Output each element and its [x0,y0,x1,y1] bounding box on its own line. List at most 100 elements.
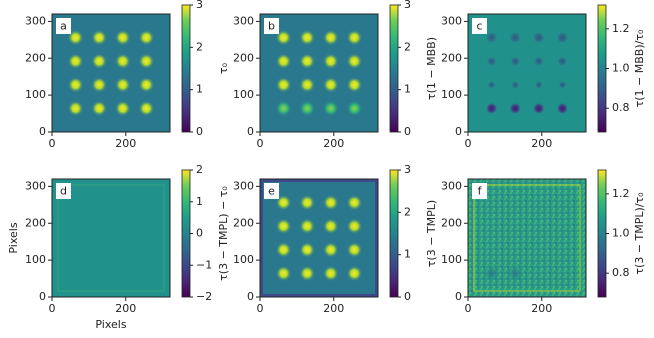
spot [509,102,522,115]
spot [485,102,498,115]
spot [322,265,339,282]
spot [299,218,316,235]
x-tick-label: 0 [49,137,56,150]
spot [483,265,500,282]
y-tick-label: 200 [441,51,462,64]
panel: f 0 200 0 100 200 300 0.8 1.0 1.2 τ(3 − TMPL)/τ₀ [441,169,646,315]
colorbar-tick-label: 1.0 [612,62,630,75]
panel-label-box [56,183,71,199]
spot [346,218,363,235]
spot [534,80,543,89]
colorbar-tick-label: 2 [404,40,411,53]
x-tick-label: 200 [115,137,136,150]
spot [91,76,108,93]
y-tick-label: 200 [233,51,254,64]
colorbar-tick-label: −1 [196,258,212,271]
spot [299,53,316,70]
panel-label: c [476,20,482,33]
x-tick-label: 200 [531,302,552,315]
spot [486,56,497,67]
spot [346,241,363,258]
spot [275,53,292,70]
colorbar-tick-label: 3 [196,0,203,11]
spot [91,53,108,70]
axes-frame [259,178,379,298]
panel-label-box [264,183,279,199]
image [468,179,586,297]
y-tick-label: 300 [441,14,462,27]
spot [322,100,339,117]
colorbar-tick-label: 2 [196,163,203,176]
y-tick-label: 300 [233,14,254,27]
spot [275,241,292,258]
spot [510,56,521,67]
spot [533,56,544,67]
y-tick-label: 300 [25,14,46,27]
colorbar [597,169,607,298]
y-tick-label: 300 [25,179,46,192]
spot [114,76,131,93]
x-tick-label: 0 [465,137,472,150]
spot [346,100,363,117]
spot [507,265,524,282]
colorbar-tick-label: −2 [196,290,212,303]
colorbar-tick-label: 2 [196,40,203,53]
spot [67,76,84,93]
spot [299,76,316,93]
y-tick-label: 200 [233,216,254,229]
y-tick-label: 300 [441,179,462,192]
colorbar-tick-label: 0 [196,125,203,138]
panel-label: d [60,185,67,198]
colorbar-label: τ(3 − TMPL) − τ₀ [217,186,230,281]
spot [114,29,131,46]
spot [322,53,339,70]
spot [275,100,292,117]
colorbar-label: τ₀ [217,62,230,74]
colorbar-tick-label: 1.2 [612,187,630,200]
x-tick-label: 200 [115,302,136,315]
spot [138,29,155,46]
colorbar-label: τ(1 − MBB) [425,37,438,100]
y-tick-label: 100 [441,88,462,101]
image [52,14,170,132]
spot [322,194,339,211]
colorbar-tick-label: 0 [404,290,411,303]
spot [346,29,363,46]
y-tick-label: 100 [233,253,254,266]
spot [138,53,155,70]
colorbar-tick-label: 1 [404,83,411,96]
spot [67,53,84,70]
spot [275,29,292,46]
y-tick-label: 100 [233,88,254,101]
x-axis-label: Pixels [95,318,126,331]
colorbar-label: τ(3 − TMPL) [425,200,438,267]
y-tick-label: 200 [441,216,462,229]
y-tick-label: 0 [247,290,254,303]
y-tick-label: 300 [233,179,254,192]
spot [487,80,496,89]
panel-label-box [472,183,487,199]
y-tick-label: 0 [247,125,254,138]
spot [91,29,108,46]
y-tick-label: 100 [441,253,462,266]
x-tick-label: 200 [531,137,552,150]
spot [67,29,84,46]
x-tick-label: 200 [323,137,344,150]
spot [275,265,292,282]
colorbar-tick-label: 0.8 [612,101,630,114]
spot [322,241,339,258]
spot [275,194,292,211]
x-tick-label: 0 [49,302,56,315]
spot [556,102,569,115]
spot [346,194,363,211]
axes-frame [259,13,379,133]
y-tick-label: 0 [39,290,46,303]
panel-label: b [268,20,275,33]
y-tick-label: 200 [25,216,46,229]
colorbar-tick-label: 2 [404,205,411,218]
y-tick-label: 200 [25,51,46,64]
colorbar [389,169,399,298]
panel-label: e [268,185,275,198]
image [260,14,378,132]
